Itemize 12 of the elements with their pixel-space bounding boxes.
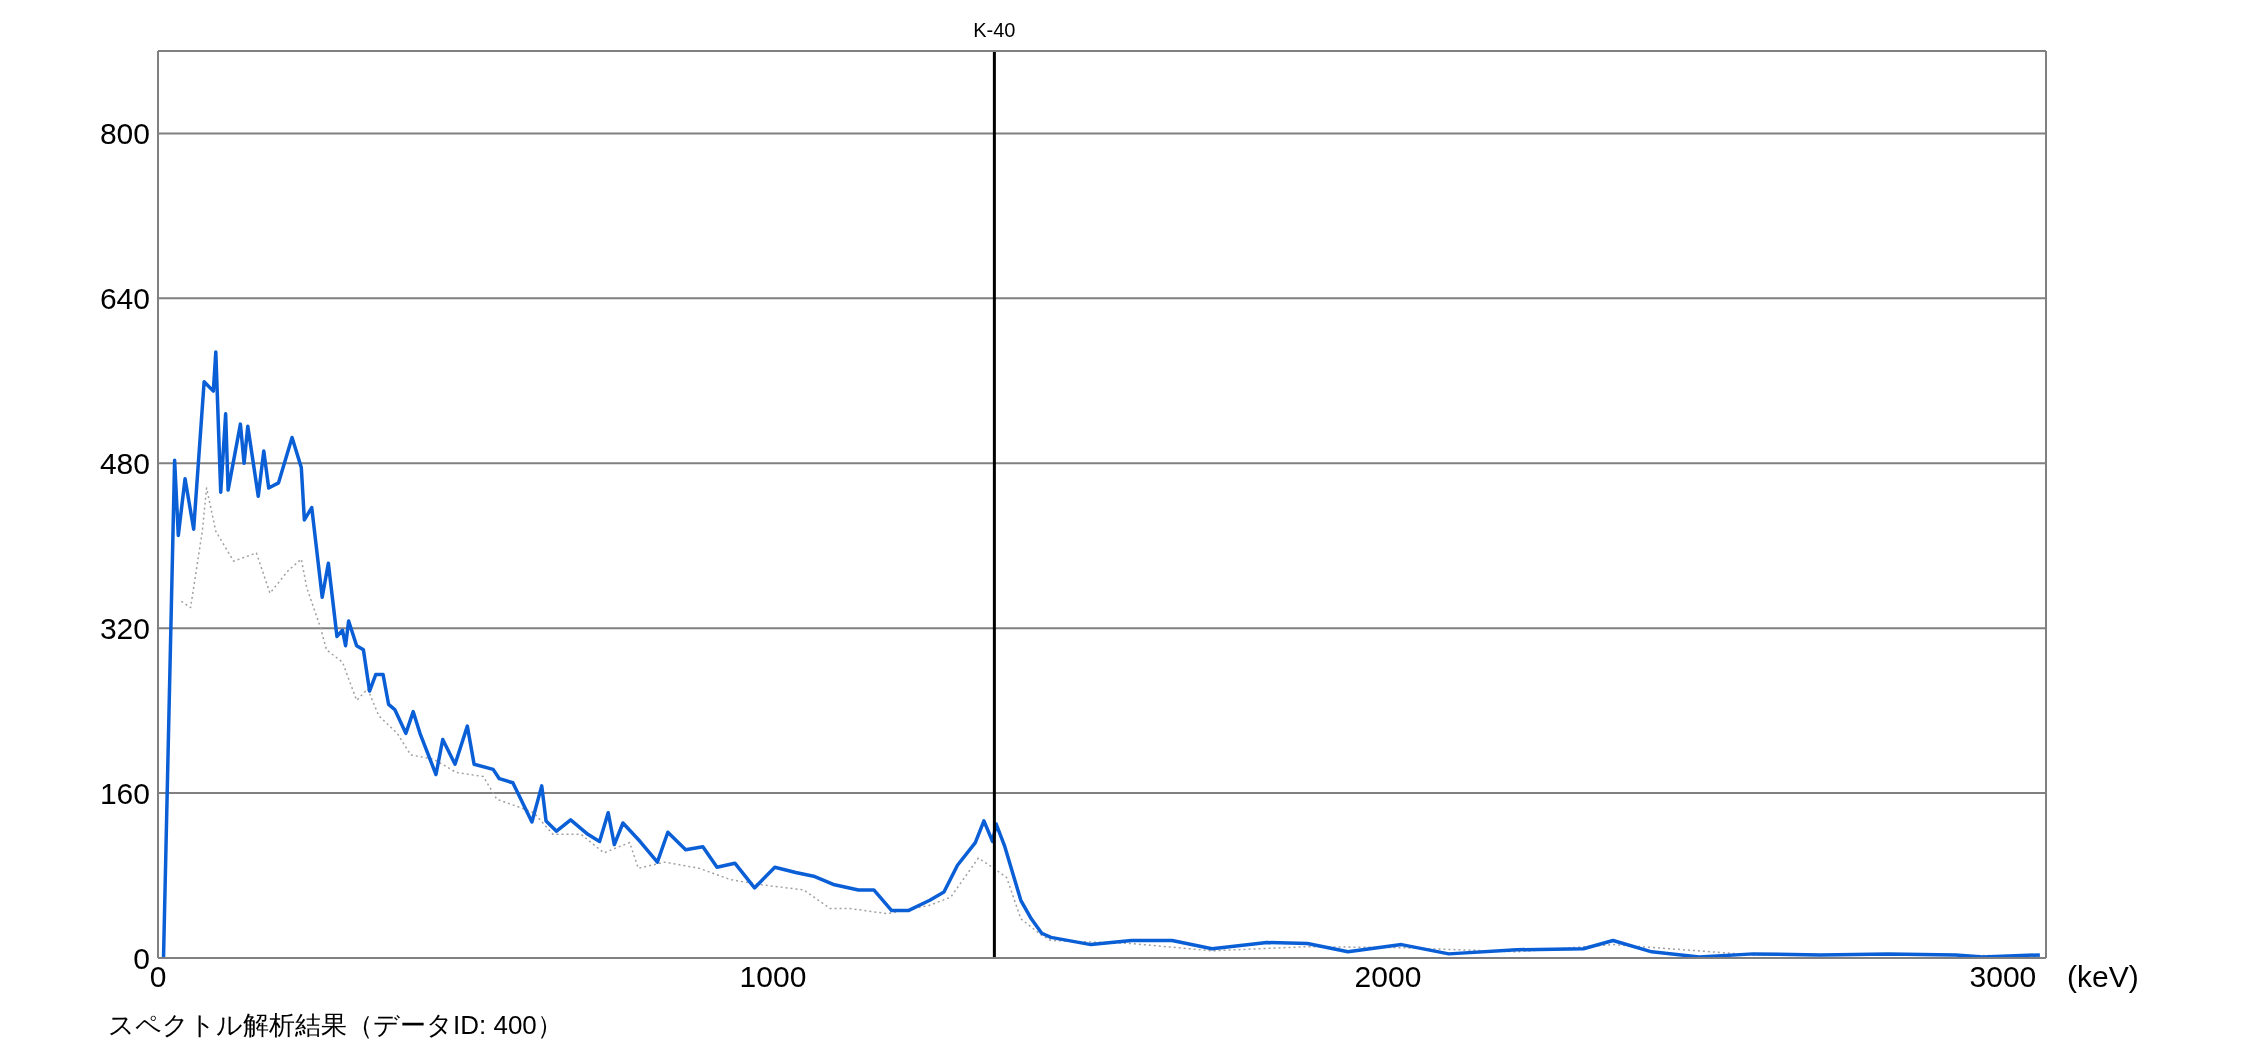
x-axis-title: (keV): [2067, 960, 2139, 994]
x-tick-label: 1000: [739, 960, 807, 994]
y-tick-label: 800: [99, 117, 150, 151]
y-tick-label: 320: [99, 611, 150, 645]
text: スペクトル解析結果（データID: 400）: [108, 1009, 563, 1042]
y-tick-label: 160: [99, 776, 150, 810]
ref-line-label: K-40: [973, 19, 1016, 41]
y-tick-label: 640: [99, 282, 150, 316]
x-tick-label: 3000: [1969, 960, 2037, 994]
y-tick-label: 480: [99, 446, 150, 480]
x-tick-label: 2000: [1354, 960, 1422, 994]
line-series: [161, 350, 2042, 958]
